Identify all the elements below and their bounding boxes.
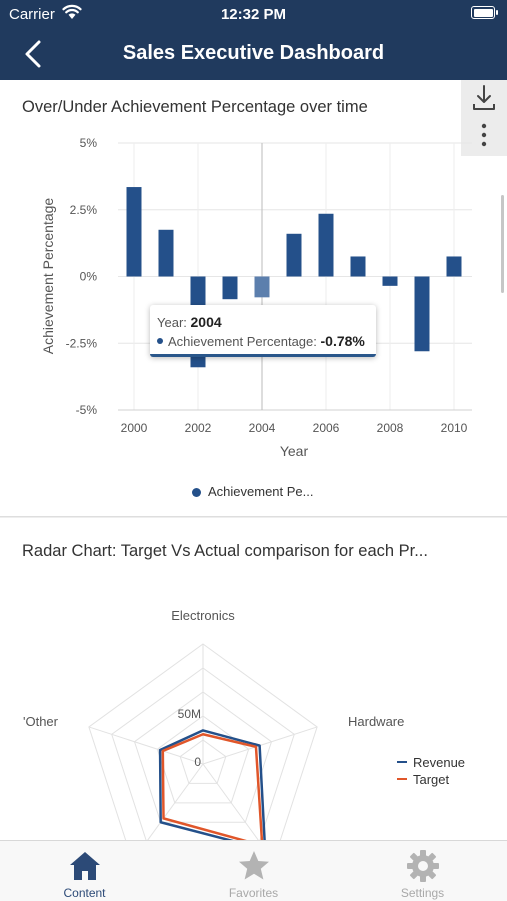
y-tick-label: 5% [80, 136, 98, 150]
radar-chart: Electronics Hardware 'Other 0 50M [23, 608, 404, 840]
tab-settings[interactable]: Settings [338, 841, 507, 901]
bar-2003[interactable] [222, 276, 238, 300]
bar-2006[interactable] [318, 213, 334, 277]
radar-series-target[interactable] [161, 732, 264, 840]
achievement-bar-chart: 5% 2.5% 0% -2.5% -5% 2000 2002 2004 2006 2008 2010… [40, 136, 472, 459]
x-axis-title: Year [280, 443, 309, 459]
radar-spoke [88, 726, 204, 765]
y-tick-label: -2.5% [66, 336, 98, 350]
legend-revenue-label: Revenue [413, 755, 466, 770]
radar-grid-ring [179, 739, 227, 784]
bar-2000[interactable] [126, 187, 142, 277]
chart-title: Over/Under Achievement Percentage over t… [22, 98, 368, 116]
tooltip-value: -0.78% [320, 333, 365, 349]
tooltip-year-value: 2004 [190, 314, 222, 330]
tooltip-year-label: Year: [157, 315, 187, 330]
x-tick-label: 2004 [249, 421, 276, 435]
scrollbar-thumb[interactable] [501, 195, 504, 293]
legend-target-label: Target [413, 772, 450, 787]
radar-grid-ring [133, 691, 273, 823]
bar-2009[interactable] [414, 276, 430, 352]
nav-bar: Sales Executive Dashboard [0, 28, 507, 80]
y-tick-label: 2.5% [70, 203, 98, 217]
carrier-label: Carrier [9, 6, 55, 23]
wifi-icon [62, 4, 82, 19]
radar-legend[interactable]: Revenue Target [397, 754, 465, 788]
radar-category-label: 'Other [23, 714, 59, 729]
legend-item-revenue[interactable]: Revenue [397, 754, 465, 771]
y-tick-label: -5% [76, 403, 98, 417]
x-tick-label: 2000 [121, 421, 148, 435]
chart-tooltip: Year: 2004 Achievement Percentage: -0.78… [150, 305, 376, 357]
y-tick-label: 0% [80, 270, 98, 284]
x-tick-label: 2002 [185, 421, 212, 435]
legend-label: Achievement Pe... [208, 484, 314, 499]
tab-content[interactable]: Content [0, 841, 169, 901]
x-tick-label: 2010 [441, 421, 468, 435]
page-title: Sales Executive Dashboard [122, 42, 385, 64]
bar-2001[interactable] [158, 229, 174, 277]
radar-chart-card: Radar Chart: Target Vs Actual comparison… [0, 518, 507, 840]
tab-favorites[interactable]: Favorites [169, 841, 338, 901]
y-axis-title: Achievement Percentage [40, 198, 56, 355]
back-chevron-icon[interactable] [20, 39, 48, 69]
battery-icon [471, 6, 498, 19]
legend-dot [192, 488, 201, 497]
tab-settings-label: Settings [400, 886, 445, 900]
more-options-icon[interactable] [476, 122, 492, 148]
radar-tick-label: 50M [178, 707, 201, 721]
radar-chart-title: Radar Chart: Target Vs Actual comparison… [22, 542, 428, 560]
radar-tick-label: 0 [194, 755, 201, 769]
revenue-swatch [397, 761, 407, 763]
radar-category-label: Hardware [348, 714, 404, 729]
star-icon [239, 851, 269, 880]
target-swatch [397, 778, 407, 780]
radar-category-label: Electronics [171, 608, 235, 623]
chart-legend[interactable]: Achievement Pe... [192, 484, 314, 499]
x-tick-label: 2006 [313, 421, 340, 435]
bar-2005[interactable] [286, 233, 302, 277]
bar-2008[interactable] [382, 276, 398, 286]
radar-spoke [202, 763, 259, 840]
legend-item-target[interactable]: Target [397, 771, 465, 788]
bar-2007[interactable] [350, 256, 366, 277]
radar-grid-ring [111, 667, 295, 840]
download-icon[interactable] [471, 82, 497, 112]
tooltip-series-label: Achievement Percentage: [168, 334, 317, 349]
radar-grid-ring [88, 643, 318, 840]
tab-content-label: Content [63, 886, 106, 900]
tab-favorites-label: Favorites [228, 886, 279, 900]
bar-2010[interactable] [446, 256, 462, 277]
status-bar: Carrier 12:32 PM [0, 0, 507, 28]
achievement-chart-card: Over/Under Achievement Percentage over t… [0, 80, 507, 517]
gear-icon [407, 850, 439, 882]
status-time: 12:32 PM [220, 6, 287, 23]
bar-2004[interactable] [254, 276, 270, 298]
tab-bar: Content Favorites Settings [0, 840, 507, 901]
radar-series-revenue[interactable] [158, 729, 266, 840]
home-icon [70, 852, 100, 880]
tooltip-series-dot [157, 338, 163, 344]
radar-spoke [147, 763, 204, 840]
x-tick-label: 2008 [377, 421, 404, 435]
